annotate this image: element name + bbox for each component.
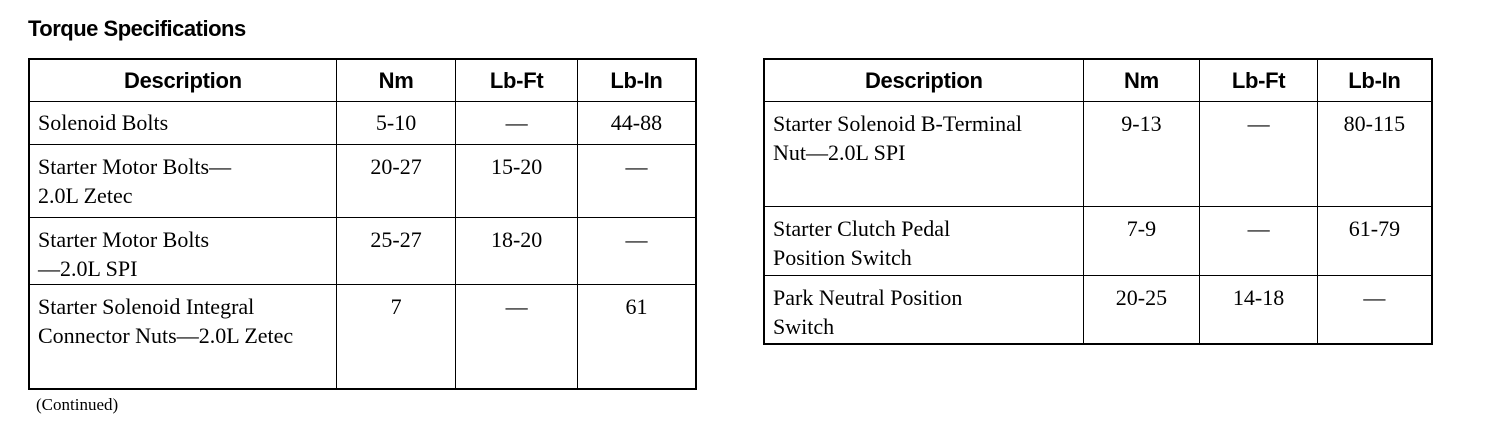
continued-note: (Continued) — [36, 395, 119, 414]
header-row: Description Nm Lb-Ft Lb-In — [763, 58, 1433, 102]
cell-lbin: — — [1316, 275, 1433, 344]
cell-nm: 7 — [335, 284, 457, 389]
table-row: Starter Motor Bolts—2.0L Zetec 20-27 15-… — [28, 144, 697, 218]
header-lbin: Lb-In — [1316, 58, 1433, 102]
page-title: Torque Specifications — [28, 16, 246, 41]
cell-nm: 20-27 — [335, 144, 457, 218]
cell-description: Starter Clutch Pedal Position Switch — [763, 206, 1084, 276]
header-description: Description — [763, 58, 1084, 102]
table-row: Starter Solenoid B-Terminal Nut—2.0L SPI… — [763, 101, 1433, 207]
table-row: Park Neutral Position Switch 20-25 14-18… — [763, 275, 1433, 344]
header-nm: Nm — [1082, 58, 1201, 102]
torque-table-right: Description Nm Lb-Ft Lb-In Starter Solen… — [763, 58, 1433, 345]
cell-lbin: — — [576, 217, 697, 285]
cell-lbft: — — [1199, 206, 1318, 276]
header-nm: Nm — [335, 58, 457, 102]
table-row: Solenoid Bolts 5-10 — 44-88 — [28, 101, 697, 145]
table-row: Starter Motor Bolts—2.0L SPI 25-27 18-20… — [28, 217, 697, 285]
torque-table-left: Description Nm Lb-Ft Lb-In Solenoid Bolt… — [28, 58, 697, 390]
header-lbft: Lb-Ft — [1199, 58, 1318, 102]
table-row: Starter Clutch Pedal Position Switch 7-9… — [763, 206, 1433, 276]
cell-nm: 20-25 — [1082, 275, 1201, 344]
table-row: Starter Solenoid Integral Connector Nuts… — [28, 284, 697, 389]
header-lbin: Lb-In — [576, 58, 697, 102]
cell-nm: 25-27 — [335, 217, 457, 285]
cell-description: Starter Solenoid B-Terminal Nut—2.0L SPI — [763, 101, 1084, 207]
cell-description: Solenoid Bolts — [28, 101, 337, 145]
cell-lbin: 80-115 — [1316, 101, 1433, 207]
cell-lbft: — — [455, 101, 578, 145]
cell-nm: 9-13 — [1082, 101, 1201, 207]
cell-description: Park Neutral Position Switch — [763, 275, 1084, 344]
cell-lbin: — — [576, 144, 697, 218]
cell-lbin: 61 — [576, 284, 697, 389]
header-lbft: Lb-Ft — [455, 58, 578, 102]
cell-description: Starter Motor Bolts—2.0L SPI — [28, 217, 337, 285]
cell-lbin: 44-88 — [576, 101, 697, 145]
cell-lbft: 18-20 — [455, 217, 578, 285]
cell-lbin: 61-79 — [1316, 206, 1433, 276]
header-row: Description Nm Lb-Ft Lb-In — [28, 58, 697, 102]
cell-nm: 7-9 — [1082, 206, 1201, 276]
cell-description: Starter Solenoid Integral Connector Nuts… — [28, 284, 337, 389]
cell-description: Starter Motor Bolts—2.0L Zetec — [28, 144, 337, 218]
cell-lbft: — — [455, 284, 578, 389]
cell-lbft: 15-20 — [455, 144, 578, 218]
cell-lbft: 14-18 — [1199, 275, 1318, 344]
cell-nm: 5-10 — [335, 101, 457, 145]
cell-lbft: — — [1199, 101, 1318, 207]
header-description: Description — [28, 58, 337, 102]
